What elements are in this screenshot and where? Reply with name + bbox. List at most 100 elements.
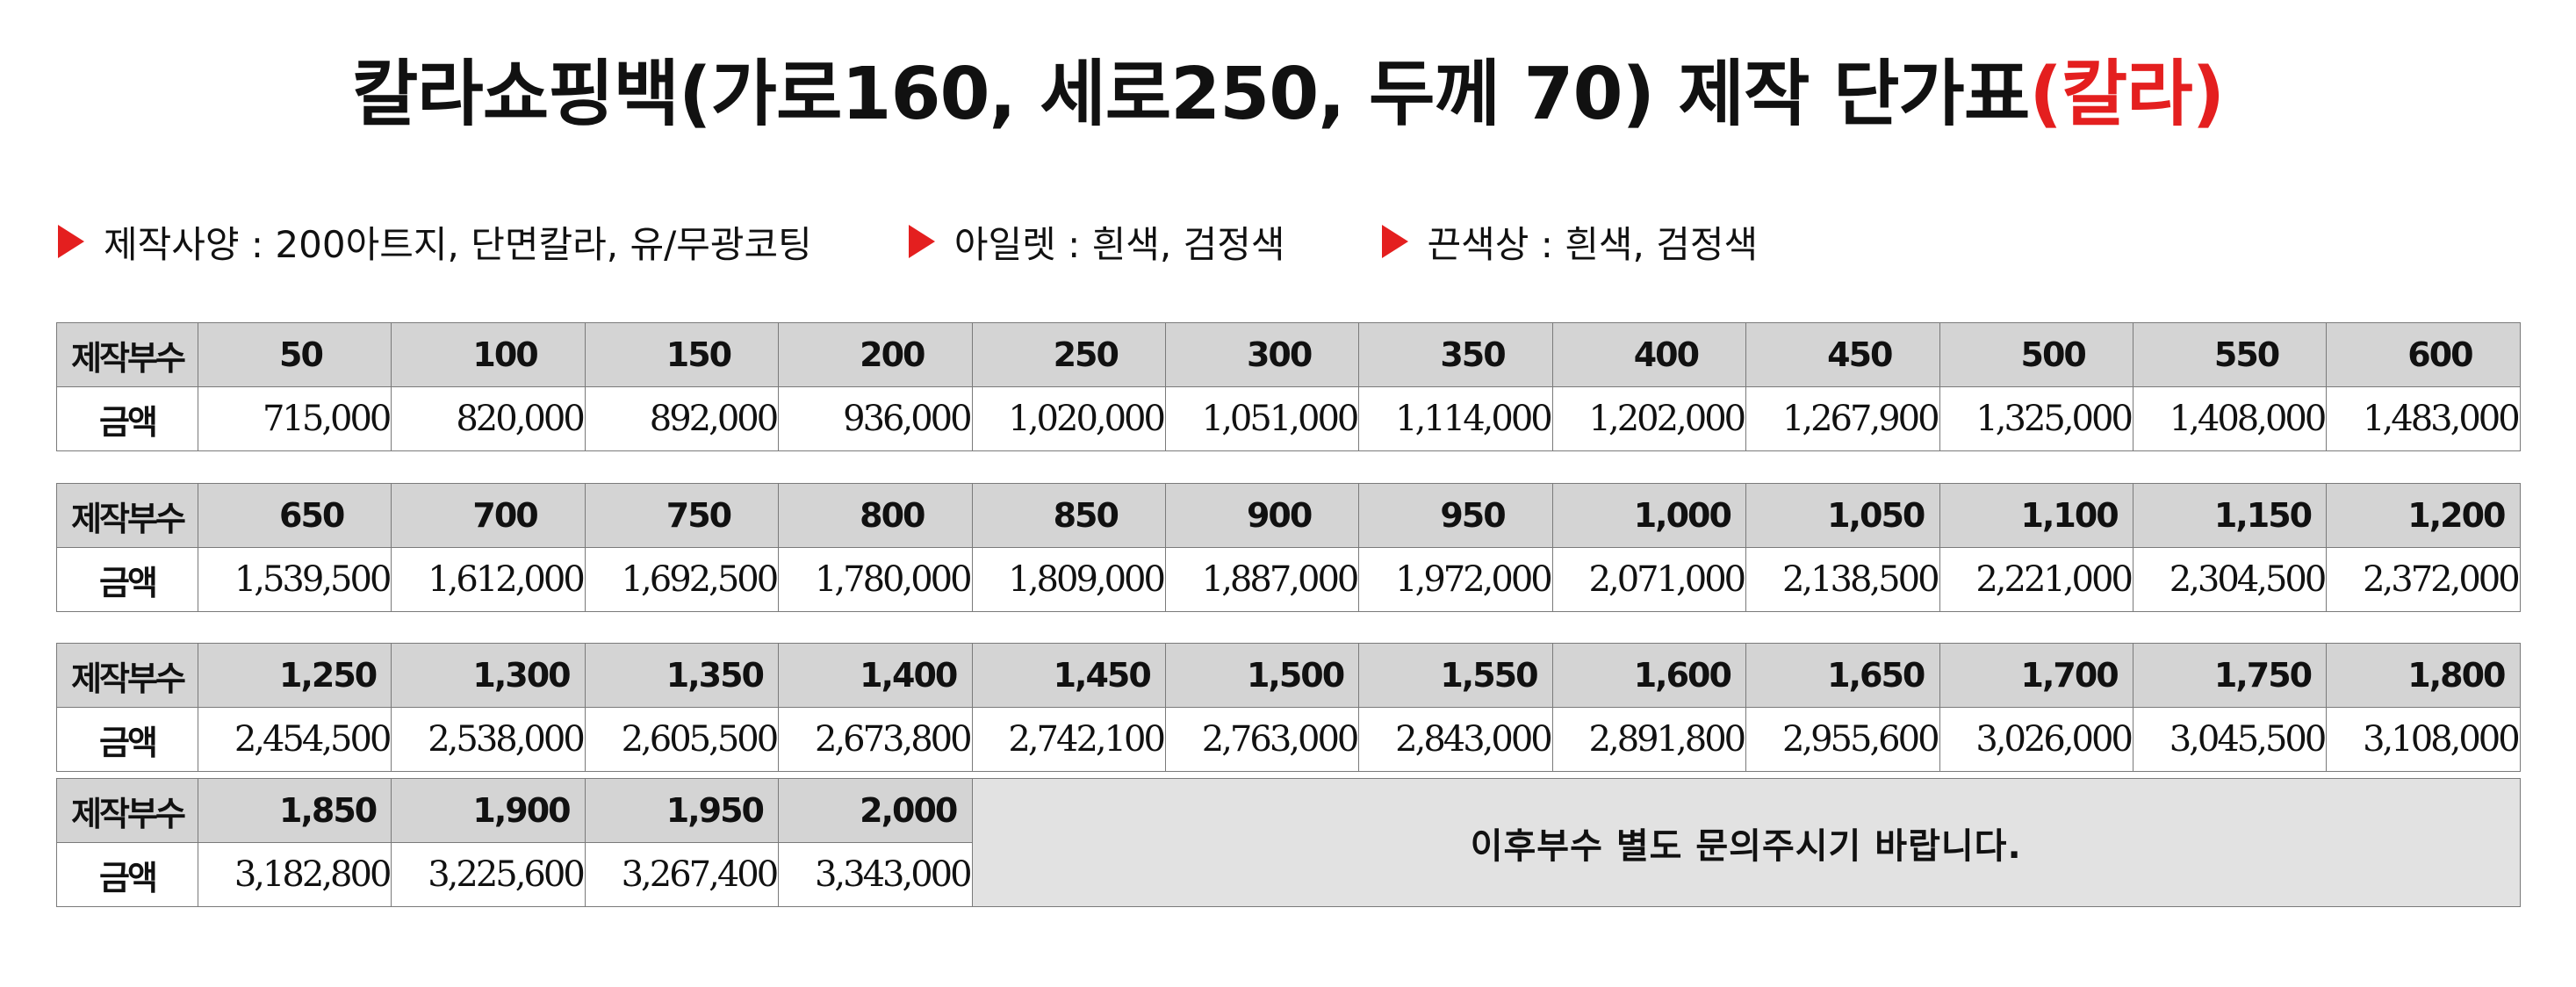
title-main: 칼라쇼핑백(가로160, 세로250, 두께 70) 제작 단가표: [351, 53, 2030, 136]
price-label: 금액: [56, 842, 198, 907]
price-cell: 2,138,500: [1745, 547, 1940, 612]
quantity-cell: 1,900: [391, 778, 586, 843]
price-cell: 1,887,000: [1164, 547, 1360, 612]
quantity-row: 제작부수 650 700 750 800 850 900 950 1,000 1,050 1,100…: [56, 483, 2521, 548]
price-cell: 1,020,000: [971, 386, 1166, 451]
price-row: 금액 715,000 820,000 892,000 936,000 1,020,000 1…: [56, 386, 2521, 451]
spec-item-string-color: 끈색상 : 흰색, 검정색: [1381, 215, 1758, 269]
quantity-cell: 700: [391, 483, 586, 548]
quantity-cell: 1,150: [2132, 483, 2328, 548]
quantity-cell: 1,350: [584, 643, 780, 708]
price-cell: 2,955,600: [1745, 707, 1940, 772]
price-cell: 2,843,000: [1358, 707, 1553, 772]
price-cell: 2,763,000: [1164, 707, 1360, 772]
price-cell: 3,225,600: [391, 842, 586, 907]
quantity-cell: 650: [197, 483, 392, 548]
price-row: 금액 2,454,500 2,538,000 2,605,500 2,673,800 2,…: [56, 707, 2521, 772]
price-cell: 2,221,000: [1939, 547, 2133, 612]
quantity-cell: 1,300: [391, 643, 586, 708]
price-cell: 1,267,900: [1745, 386, 1940, 451]
quantity-cell: 600: [2326, 322, 2521, 387]
price-cell: 1,051,000: [1164, 386, 1360, 451]
price-cell: 936,000: [778, 386, 973, 451]
price-cell: 1,325,000: [1939, 386, 2133, 451]
price-cell: 1,408,000: [2132, 386, 2328, 451]
quantity-cell: 950: [1358, 483, 1553, 548]
quantity-cell: 1,000: [1551, 483, 1747, 548]
red-triangle-icon: [908, 225, 935, 258]
red-triangle-icon: [1381, 225, 1408, 258]
price-cell: 2,538,000: [391, 707, 586, 772]
price-table-block-2: 제작부수 650 700 750 800 850 900 950 1,000 1,050 1,100…: [56, 483, 2521, 612]
price-cell: 2,673,800: [778, 707, 973, 772]
quantity-cell: 900: [1164, 483, 1360, 548]
quantity-cell: 350: [1358, 322, 1553, 387]
quantity-cell: 1,800: [2326, 643, 2521, 708]
price-cell: 2,891,800: [1551, 707, 1747, 772]
price-cell: 3,182,800: [197, 842, 392, 907]
quantity-cell: 450: [1745, 322, 1940, 387]
quantity-cell: 150: [584, 322, 780, 387]
quantity-cell: 800: [778, 483, 973, 548]
quantity-row: 제작부수 1,250 1,300 1,350 1,400 1,450 1,500 1,550 1…: [56, 643, 2521, 708]
quantity-cell: 750: [584, 483, 780, 548]
price-cell: 820,000: [391, 386, 586, 451]
price-cell: 3,108,000: [2326, 707, 2521, 772]
price-cell: 1,202,000: [1551, 386, 1747, 451]
quantity-cell: 1,950: [584, 778, 780, 843]
quantity-label: 제작부수: [56, 483, 198, 548]
quantity-cell: 1,750: [2132, 643, 2328, 708]
title-highlight: (칼라): [2029, 53, 2225, 136]
quantity-cell: 1,850: [197, 778, 392, 843]
quantity-cell: 1,200: [2326, 483, 2521, 548]
quantity-cell: 50: [197, 322, 392, 387]
quantity-label: 제작부수: [56, 643, 198, 708]
price-cell: 892,000: [584, 386, 780, 451]
red-triangle-icon: [58, 225, 84, 258]
price-cell: 1,612,000: [391, 547, 586, 612]
quantity-cell: 1,450: [971, 643, 1166, 708]
quantity-row: 제작부수 1,850 1,900 1,950 2,000 이후부수 별도 문의주시기 바랍…: [56, 778, 2521, 907]
quantity-cell: 1,050: [1745, 483, 1940, 548]
quantity-cell: 500: [1939, 322, 2133, 387]
quantity-cell: 200: [778, 322, 973, 387]
price-cell: 3,267,400: [584, 842, 780, 907]
price-cell: 2,372,000: [2326, 547, 2521, 612]
quantity-row: 제작부수 50 100 150 200 250 300 350 400 450 500 550 600: [56, 322, 2521, 387]
price-cell: 2,454,500: [197, 707, 392, 772]
quantity-cell: 1,100: [1939, 483, 2133, 548]
spec-line: 제작사양 : 200아트지, 단면칼라, 유/무광코팅 아일렛 : 흰색, 검정…: [58, 215, 1758, 268]
price-row: 금액 1,539,500 1,612,000 1,692,500 1,780,000 1,…: [56, 547, 2521, 612]
quantity-cell: 850: [971, 483, 1166, 548]
spec-item-eyelet: 아일렛 : 흰색, 검정색: [908, 215, 1285, 269]
spec-item-production: 제작사양 : 200아트지, 단면칼라, 유/무광코팅: [58, 215, 812, 269]
price-table-block-1: 제작부수 50 100 150 200 250 300 350 400 450 500 550 600 금…: [56, 322, 2521, 451]
quantity-cell: 1,400: [778, 643, 973, 708]
quantity-cell: 250: [971, 322, 1166, 387]
price-cell: 3,026,000: [1939, 707, 2133, 772]
price-label: 금액: [56, 547, 198, 612]
price-cell: 1,114,000: [1358, 386, 1553, 451]
quantity-cell: 550: [2132, 322, 2328, 387]
quantity-cell: 2,000: [778, 778, 973, 843]
price-cell: 1,692,500: [584, 547, 780, 612]
price-cell: 3,045,500: [2132, 707, 2328, 772]
quantity-cell: 1,600: [1551, 643, 1747, 708]
price-table-block-3: 제작부수 1,250 1,300 1,350 1,400 1,450 1,500 1,550 1…: [56, 643, 2521, 772]
price-cell: 3,343,000: [778, 842, 973, 907]
price-cell: 1,972,000: [1358, 547, 1553, 612]
price-label: 금액: [56, 386, 198, 451]
spec-text: 제작사양 : 200아트지, 단면칼라, 유/무광코팅: [104, 222, 812, 266]
price-cell: 2,605,500: [584, 707, 780, 772]
quantity-cell: 400: [1551, 322, 1747, 387]
page-title: 칼라쇼핑백(가로160, 세로250, 두께 70) 제작 단가표(칼라): [0, 42, 2576, 148]
price-cell: 2,304,500: [2132, 547, 2328, 612]
price-label: 금액: [56, 707, 198, 772]
price-cell: 1,483,000: [2326, 386, 2521, 451]
quantity-cell: 1,550: [1358, 643, 1553, 708]
quantity-cell: 1,700: [1939, 643, 2133, 708]
quantity-cell: 1,500: [1164, 643, 1360, 708]
price-cell: 1,780,000: [778, 547, 973, 612]
quantity-cell: 300: [1164, 322, 1360, 387]
price-row: 금액 3,182,800 3,225,600 3,267,400 3,343,000: [56, 842, 2521, 907]
